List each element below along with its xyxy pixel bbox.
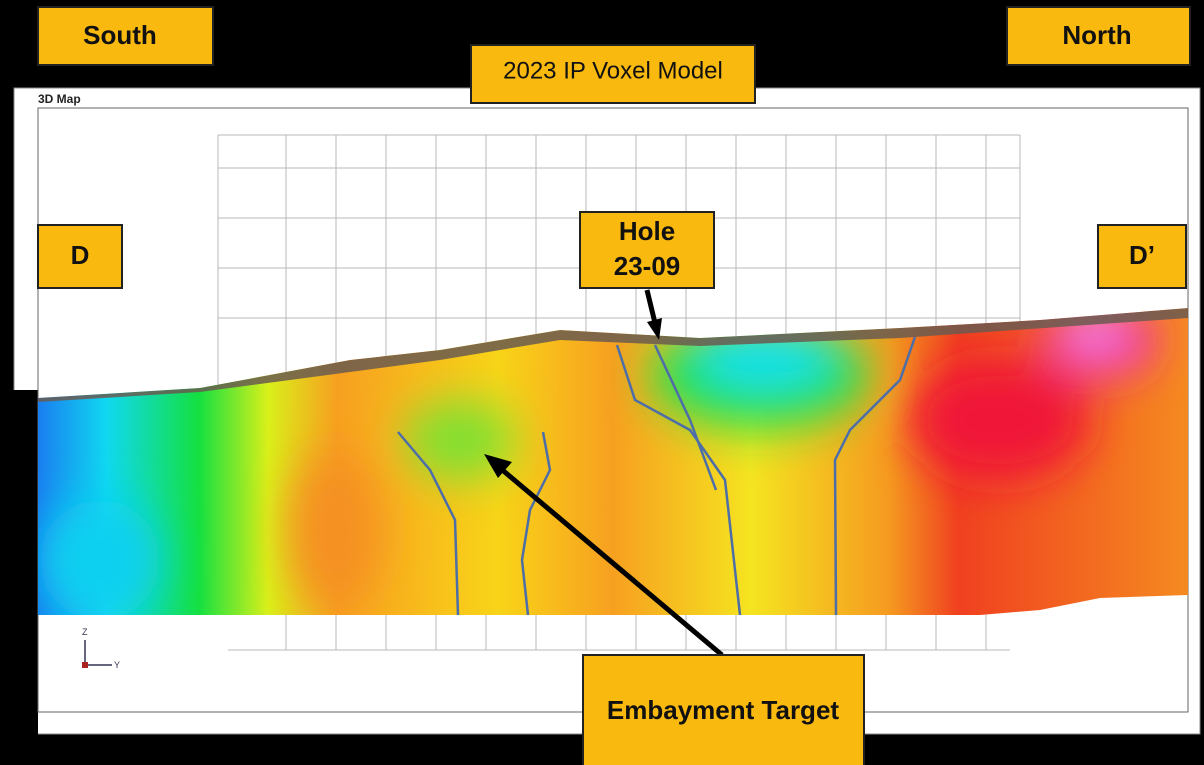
label-box [1006, 6, 1191, 66]
arrow [644, 289, 658, 324]
arrowhead [647, 318, 662, 340]
target-label: Embayment Target [607, 695, 839, 725]
north-label: North [1062, 20, 1131, 50]
model-title: 2023 IP Voxel Model [503, 57, 723, 84]
hole-label: 23-09 [614, 251, 681, 281]
label-box [37, 224, 123, 289]
section-end: D’ [1129, 240, 1155, 270]
section-start: D [71, 240, 90, 270]
axis-z-label: Z [82, 627, 88, 637]
south-label: South [83, 20, 157, 50]
axis-triad: Z Y [82, 627, 120, 670]
label-box [579, 211, 715, 289]
side-bar [0, 390, 38, 735]
label-box [37, 6, 214, 66]
label-box [582, 654, 865, 765]
hole-label: Hole [619, 216, 675, 246]
label-box [1097, 224, 1187, 289]
label-box [470, 44, 756, 104]
axis-y-label: Y [114, 660, 120, 670]
arrow [498, 466, 724, 657]
faults [397, 336, 917, 616]
panel-title: 3D Map [38, 92, 81, 106]
arrowhead [484, 454, 512, 478]
